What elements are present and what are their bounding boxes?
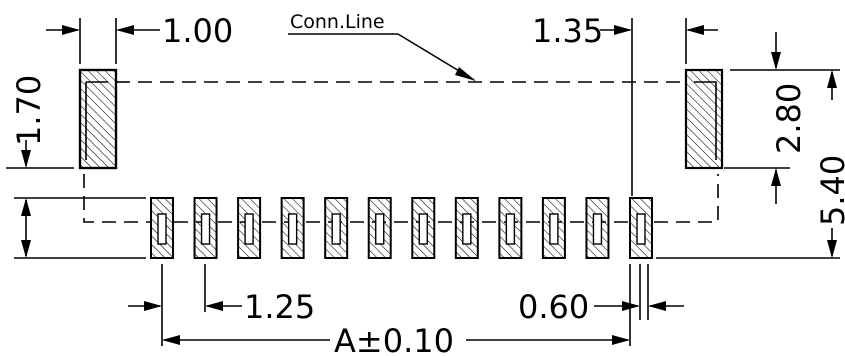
signal-pad: [454, 197, 479, 259]
signal-pad: [193, 197, 218, 259]
signal-pad: [585, 197, 610, 259]
dim-conn-line-offset: 1.35: [532, 12, 718, 50]
mount-pad-left: [78, 68, 118, 170]
signal-pads: [150, 197, 653, 259]
signal-pad: [280, 197, 305, 259]
signal-pad: [541, 197, 566, 259]
dim-mount-pad-width: 1.00: [46, 12, 233, 50]
signal-pad: [411, 197, 436, 259]
signal-pad: [237, 197, 262, 259]
connector-outline: [83, 81, 719, 223]
signal-pad: [324, 197, 349, 259]
dim-1-70-text: 1.70: [10, 75, 48, 146]
dim-1-25-text: 1.25: [244, 288, 315, 326]
signal-pad: [150, 197, 174, 259]
dim-0-60-text: 0.60: [518, 288, 589, 326]
dim-pitch: 1.25: [128, 288, 315, 326]
conn-line-text: Conn.Line: [290, 11, 385, 33]
dim-overall-height: 5.40: [814, 70, 845, 258]
dim-1-00-text: 1.00: [162, 12, 233, 50]
extension-lines: [6, 18, 840, 346]
signal-pad: [367, 197, 392, 259]
conn-line-label: Conn.Line: [288, 11, 476, 81]
dim-mount-pad-height: 2.80: [770, 32, 808, 204]
dim-5-40-text: 5.40: [814, 155, 845, 226]
mount-pad-right: [684, 68, 724, 170]
dim-pad-to-top: 1.70: [10, 75, 48, 258]
dim-pad-width: 0.60: [518, 288, 684, 326]
dim-1-35-text: 1.35: [532, 12, 603, 50]
dim-2-80-text: 2.80: [770, 83, 808, 154]
signal-pad: [498, 197, 523, 259]
signal-pad: [629, 197, 653, 259]
dim-a-010-text: A±0.10: [334, 322, 454, 356]
dim-overall-length: A±0.10: [162, 322, 630, 356]
